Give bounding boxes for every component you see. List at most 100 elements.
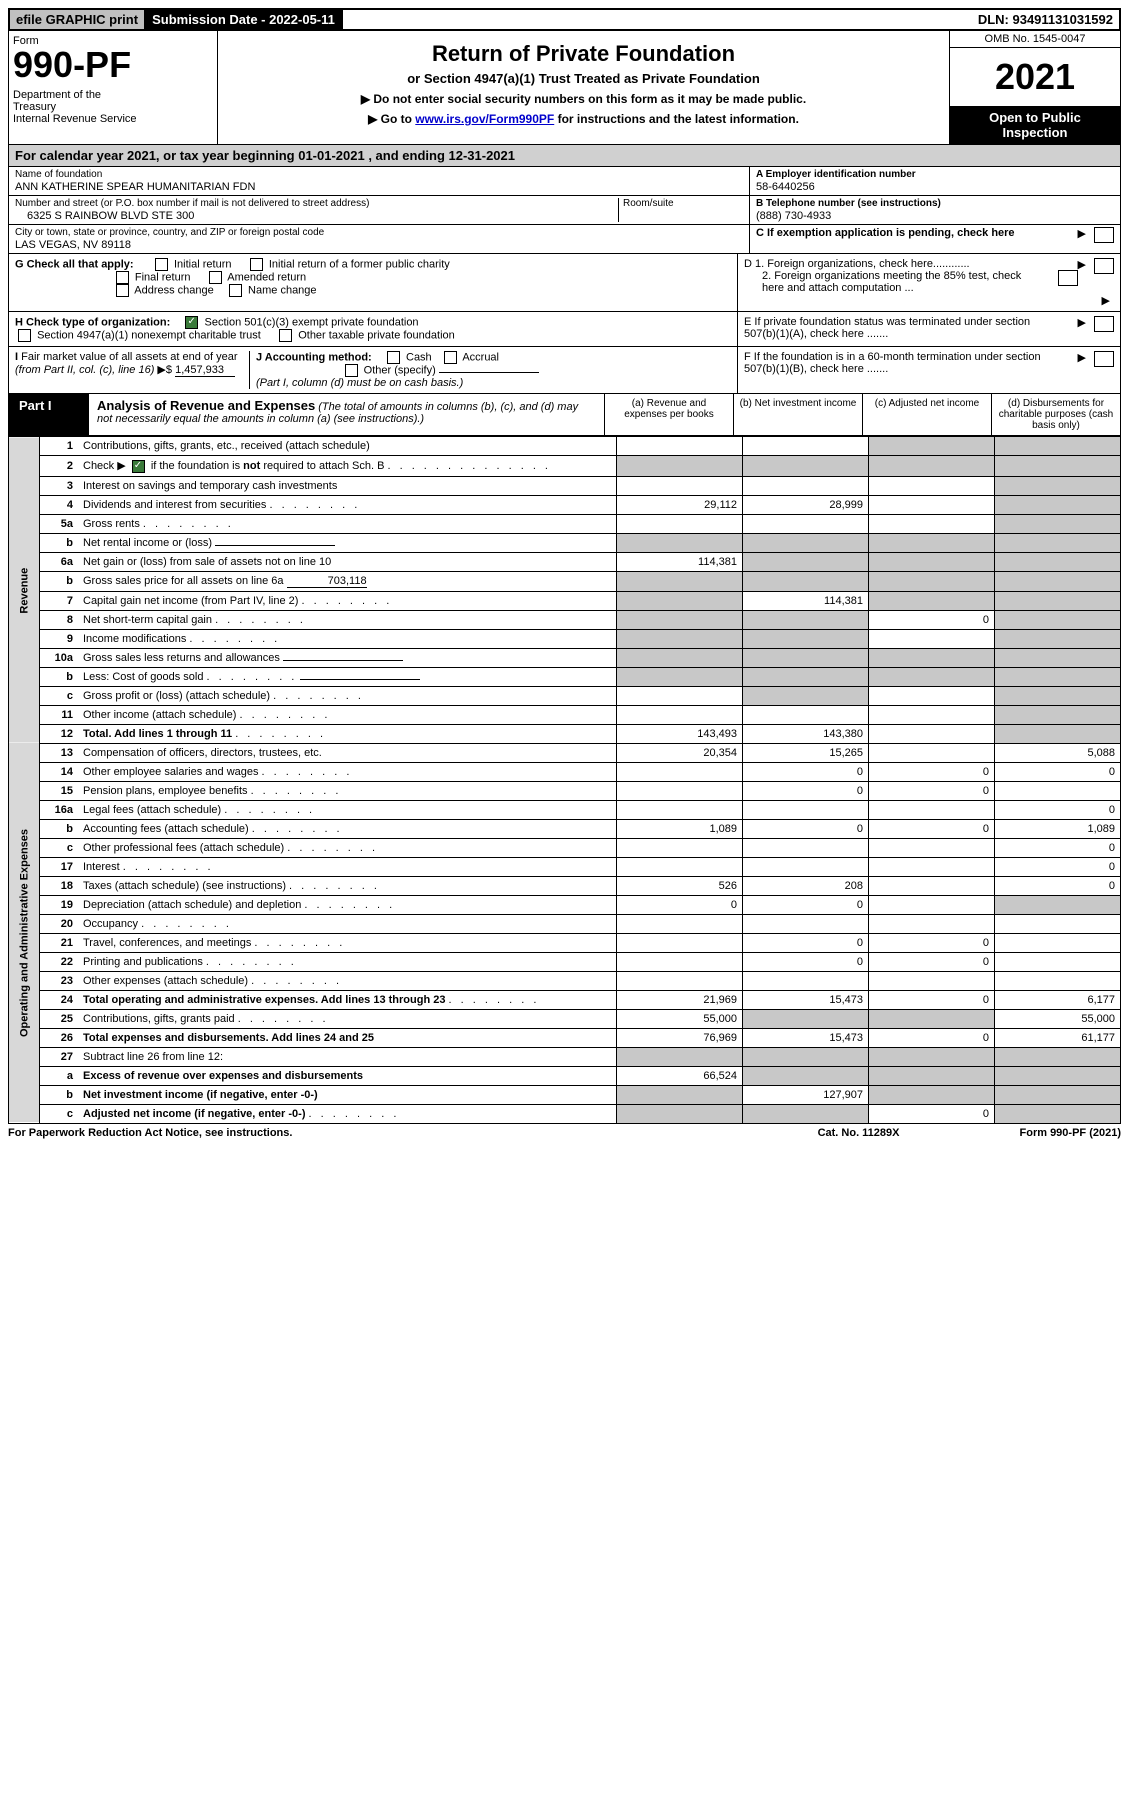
row-description: Taxes (attach schedule) (see instruction… <box>78 876 617 895</box>
cell-value: 0 <box>869 781 995 800</box>
row-number: c <box>40 1104 79 1123</box>
row-number: 14 <box>40 762 79 781</box>
cell-value <box>869 914 995 933</box>
cell-value: 0 <box>995 876 1121 895</box>
row-description: Total operating and administrative expen… <box>78 990 617 1009</box>
checkbox-c[interactable] <box>1094 227 1114 243</box>
cell-shaded <box>995 705 1121 724</box>
cell-value <box>995 933 1121 952</box>
row-description: Total. Add lines 1 through 11 . . . . . … <box>78 724 617 743</box>
row-number: 8 <box>40 610 79 629</box>
checkbox-e[interactable] <box>1094 316 1114 332</box>
row-number: b <box>40 667 79 686</box>
i-j-row: I Fair market value of all assets at end… <box>9 347 737 393</box>
table-row: 23Other expenses (attach schedule) . . .… <box>9 971 1121 990</box>
info-right: A Employer identification number 58-6440… <box>749 167 1120 253</box>
revenue-tab: Revenue <box>9 437 40 744</box>
row-number: 12 <box>40 724 79 743</box>
row-description: Net investment income (if negative, ente… <box>78 1085 617 1104</box>
checkbox-final-return[interactable] <box>116 271 129 284</box>
cell-shaded <box>869 552 995 571</box>
cell-shaded <box>995 686 1121 705</box>
cell-value <box>743 971 869 990</box>
row-number: 15 <box>40 781 79 800</box>
checkbox-d1[interactable] <box>1094 258 1114 274</box>
row-description: Gross rents . . . . . . . . <box>78 514 617 533</box>
table-row: cGross profit or (loss) (attach schedule… <box>9 686 1121 705</box>
efile-print-button[interactable]: efile GRAPHIC print <box>10 10 146 29</box>
cell-value <box>995 781 1121 800</box>
row-description: Other expenses (attach schedule) . . . .… <box>78 971 617 990</box>
row-description: Total expenses and disbursements. Add li… <box>78 1028 617 1047</box>
cell-value <box>743 914 869 933</box>
cell-shaded <box>995 629 1121 648</box>
info-block: Name of foundation ANN KATHERINE SPEAR H… <box>8 167 1121 254</box>
checkbox-other-method[interactable] <box>345 364 358 377</box>
row-description: Net gain or (loss) from sale of assets n… <box>78 552 617 571</box>
checkbox-d2[interactable] <box>1058 270 1078 286</box>
cell-shaded <box>995 1085 1121 1104</box>
cell-shaded <box>869 571 995 591</box>
instruction-1: ▶ Do not enter social security numbers o… <box>224 92 943 106</box>
checkbox-name-change[interactable] <box>229 284 242 297</box>
cell-value <box>995 952 1121 971</box>
cat-number: Cat. No. 11289X <box>818 1127 900 1139</box>
cell-shaded <box>743 533 869 552</box>
cell-value <box>617 933 743 952</box>
department-text: Department of theTreasuryInternal Revenu… <box>13 89 213 125</box>
cell-value: 1,089 <box>995 819 1121 838</box>
table-row: 3Interest on savings and temporary cash … <box>9 476 1121 495</box>
cell-shaded <box>995 552 1121 571</box>
table-row: 15Pension plans, employee benefits . . .… <box>9 781 1121 800</box>
checkbox-other-taxable[interactable] <box>279 329 292 342</box>
row-number: 21 <box>40 933 79 952</box>
row-number: 27 <box>40 1047 79 1066</box>
checkbox-accrual[interactable] <box>444 351 457 364</box>
submission-date: Submission Date - 2022-05-11 <box>146 10 343 29</box>
checkbox-initial-return[interactable] <box>155 258 168 271</box>
row-number: 1 <box>40 437 79 456</box>
checkbox-4947a1[interactable] <box>18 329 31 342</box>
cell-value: 1,089 <box>617 819 743 838</box>
row-description: Adjusted net income (if negative, enter … <box>78 1104 617 1123</box>
row-description: Less: Cost of goods sold . . . . . . . . <box>78 667 617 686</box>
cell-value <box>743 800 869 819</box>
row-description: Accounting fees (attach schedule) . . . … <box>78 819 617 838</box>
cell-value: 0 <box>743 895 869 914</box>
row-number: c <box>40 838 79 857</box>
row-description: Legal fees (attach schedule) . . . . . .… <box>78 800 617 819</box>
checkbox-address-change[interactable] <box>116 284 129 297</box>
checkbox-cash[interactable] <box>387 351 400 364</box>
part-1-table: Revenue1Contributions, gifts, grants, et… <box>8 436 1121 1124</box>
checkbox-f[interactable] <box>1094 351 1114 367</box>
row-description: Travel, conferences, and meetings . . . … <box>78 933 617 952</box>
form-number: 990-PF <box>13 47 213 83</box>
cell-value: 0 <box>869 610 995 629</box>
cell-value: 66,524 <box>617 1066 743 1085</box>
checkbox-sch-b[interactable] <box>132 460 145 473</box>
cell-shaded <box>869 648 995 667</box>
cell-value: 6,177 <box>995 990 1121 1009</box>
table-row: 17Interest . . . . . . . .0 <box>9 857 1121 876</box>
cell-shaded <box>869 1009 995 1028</box>
col-c-header: (c) Adjusted net income <box>862 394 991 435</box>
header-right: OMB No. 1545-0047 2021 Open to PublicIns… <box>949 31 1120 144</box>
checkbox-initial-former[interactable] <box>250 258 263 271</box>
cell-value <box>869 476 995 495</box>
city-row: City or town, state or province, country… <box>9 225 749 253</box>
table-row: Revenue1Contributions, gifts, grants, et… <box>9 437 1121 456</box>
checkbox-amended-return[interactable] <box>209 271 222 284</box>
cell-value: 0 <box>995 838 1121 857</box>
row-description: Contributions, gifts, grants paid . . . … <box>78 1009 617 1028</box>
address-row: Number and street (or P.O. box number if… <box>9 196 749 225</box>
table-row: bAccounting fees (attach schedule) . . .… <box>9 819 1121 838</box>
cell-shaded <box>995 514 1121 533</box>
cell-shaded <box>617 1047 743 1066</box>
cell-shaded <box>995 610 1121 629</box>
irs-link[interactable]: www.irs.gov/Form990PF <box>415 112 554 126</box>
table-row: 27Subtract line 26 from line 12: <box>9 1047 1121 1066</box>
row-number: b <box>40 1085 79 1104</box>
row-number: 18 <box>40 876 79 895</box>
checkbox-501c3[interactable] <box>185 316 198 329</box>
col-d-header: (d) Disbursements for charitable purpose… <box>991 394 1120 435</box>
